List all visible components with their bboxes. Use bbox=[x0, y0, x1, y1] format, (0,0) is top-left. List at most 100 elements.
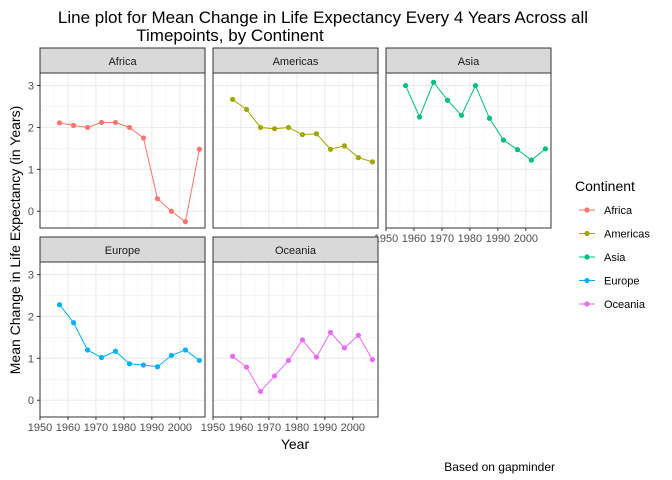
data-point-asia bbox=[528, 157, 535, 163]
data-point-europe bbox=[140, 362, 147, 368]
data-point-europe bbox=[168, 352, 175, 359]
y-tick-label: 1 bbox=[28, 164, 34, 176]
facet-strip-label-africa: Africa bbox=[108, 56, 137, 68]
data-point-asia bbox=[430, 79, 437, 85]
panel-border-americas bbox=[212, 72, 379, 229]
data-point-europe bbox=[98, 354, 105, 361]
data-point-asia bbox=[514, 147, 521, 153]
data-point-asia bbox=[486, 115, 493, 121]
facet-strip-label-europe: Europe bbox=[105, 245, 140, 257]
facet-strip-africa bbox=[39, 47, 206, 74]
data-point-africa bbox=[126, 124, 133, 131]
data-point-asia bbox=[402, 82, 409, 89]
data-point-americas bbox=[285, 124, 292, 131]
data-point-oceania bbox=[355, 332, 362, 338]
data-point-asia bbox=[444, 97, 451, 103]
data-point-asia bbox=[416, 114, 423, 120]
data-point-europe bbox=[154, 364, 161, 370]
data-point-americas bbox=[299, 131, 306, 138]
data-point-americas bbox=[369, 159, 376, 165]
legend: Continent Africa Americas Asia Europe Oceani… bbox=[575, 178, 650, 311]
data-point-africa bbox=[70, 122, 77, 128]
panel-border-europe bbox=[39, 261, 206, 418]
x-tick-label: 1960 bbox=[56, 422, 80, 434]
data-point-oceania bbox=[243, 364, 250, 370]
data-point-americas bbox=[271, 126, 278, 132]
legend-key-point-oceania bbox=[584, 301, 590, 307]
data-point-americas bbox=[313, 131, 320, 137]
data-point-europe bbox=[56, 302, 63, 308]
data-point-europe bbox=[70, 320, 77, 326]
x-tick-label: 2000 bbox=[514, 233, 538, 245]
data-point-americas bbox=[341, 143, 348, 149]
facet-strip-americas bbox=[212, 47, 379, 74]
data-point-oceania bbox=[271, 373, 278, 379]
data-point-americas bbox=[327, 146, 334, 152]
x-tick-label: 1990 bbox=[313, 422, 337, 434]
panel-border-oceania bbox=[212, 261, 379, 418]
legend-label-europe: Europe bbox=[604, 276, 639, 288]
x-tick-label: 1980 bbox=[458, 233, 482, 245]
data-point-oceania bbox=[341, 345, 348, 351]
y-tick-label: 3 bbox=[28, 270, 34, 282]
y-tick-label: 2 bbox=[28, 122, 34, 134]
legend-key-point-americas bbox=[584, 230, 590, 237]
x-tick-label: 1970 bbox=[257, 422, 281, 434]
legend-item-asia: Asia bbox=[579, 252, 626, 264]
data-point-oceania bbox=[369, 357, 376, 363]
data-point-africa bbox=[98, 119, 105, 126]
y-tick-label: 0 bbox=[28, 395, 34, 407]
legend-key-point-europe bbox=[584, 277, 590, 284]
data-point-oceania bbox=[285, 357, 292, 364]
x-tick-label: 2000 bbox=[168, 422, 192, 434]
facet-strip-label-americas: Americas bbox=[273, 56, 319, 68]
legend-label-asia: Asia bbox=[604, 252, 626, 264]
data-point-europe bbox=[182, 347, 189, 353]
panel-border-asia bbox=[385, 72, 552, 229]
data-point-europe bbox=[196, 357, 203, 364]
data-point-oceania bbox=[327, 329, 334, 335]
data-point-oceania bbox=[313, 354, 320, 360]
data-point-africa bbox=[154, 196, 161, 202]
data-point-asia bbox=[472, 82, 479, 89]
data-point-africa bbox=[182, 219, 189, 225]
data-point-americas bbox=[355, 155, 362, 161]
data-point-asia bbox=[542, 146, 549, 152]
legend-label-oceania: Oceania bbox=[604, 299, 646, 311]
data-point-oceania bbox=[257, 388, 264, 395]
legend-item-oceania: Oceania bbox=[579, 299, 646, 311]
x-tick-label: 1950 bbox=[201, 422, 225, 434]
x-tick-label: 1980 bbox=[285, 422, 309, 434]
x-tick-label: 1970 bbox=[430, 233, 454, 245]
y-tick-label: 2 bbox=[28, 311, 34, 323]
facet-panels: Africa 0 1 2 3 Americas Asia 1950 1960 1970 1980 19… bbox=[28, 47, 552, 434]
data-point-africa bbox=[140, 135, 147, 141]
x-tick-label: 1950 bbox=[374, 233, 398, 245]
data-point-africa bbox=[196, 146, 203, 152]
x-tick-label: 1960 bbox=[402, 233, 426, 245]
legend-title: Continent bbox=[575, 178, 635, 194]
y-tick-label: 3 bbox=[28, 81, 34, 93]
data-point-europe bbox=[126, 361, 133, 367]
facet-strip-europe bbox=[39, 236, 206, 263]
facet-strip-asia bbox=[385, 47, 552, 74]
legend-key-point-africa bbox=[584, 207, 590, 213]
data-point-asia bbox=[500, 137, 507, 143]
legend-label-africa: Africa bbox=[604, 205, 633, 217]
x-tick-label: 1990 bbox=[140, 422, 164, 434]
facet-panel-asia: Asia 1950 1960 1970 1980 1990 2000 bbox=[374, 47, 552, 245]
data-point-europe bbox=[112, 348, 119, 354]
chart-title-line-1: Line plot for Mean Change in Life Expect… bbox=[58, 8, 588, 27]
y-tick-label: 1 bbox=[28, 353, 34, 365]
x-tick-label: 1980 bbox=[112, 422, 136, 434]
data-point-africa bbox=[112, 119, 119, 126]
legend-item-americas: Americas bbox=[579, 229, 650, 241]
x-tick-label: 1990 bbox=[486, 233, 510, 245]
data-point-americas bbox=[243, 106, 250, 113]
facet-panel-africa: Africa 0 1 2 3 bbox=[28, 47, 206, 229]
data-point-africa bbox=[56, 120, 63, 126]
legend-key-point-asia bbox=[584, 254, 590, 260]
x-tick-label: 1970 bbox=[84, 422, 108, 434]
data-point-oceania bbox=[229, 353, 236, 359]
